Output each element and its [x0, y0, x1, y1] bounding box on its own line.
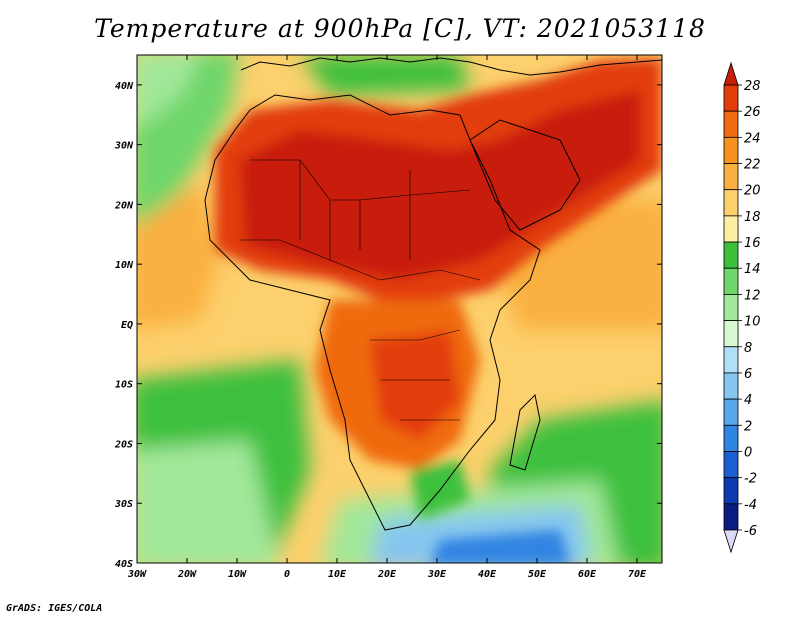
colorbar-swatch	[723, 163, 739, 191]
lon-tick-label: 0	[284, 569, 290, 580]
border-sahel-verticals	[299, 160, 411, 260]
colorbar-bottom-arrow	[723, 529, 739, 554]
lat-tick-label: 20S	[114, 439, 133, 450]
colorbar-swatch	[723, 346, 739, 374]
lat-tick-label: 40S	[115, 559, 133, 570]
lat-tick-label: 30S	[114, 499, 133, 510]
border-west-africa	[240, 239, 481, 281]
colorbar-swatch	[723, 84, 739, 112]
lat-tick-label: 40N	[115, 81, 134, 92]
colorbar-label: -2	[744, 472, 757, 487]
temperature-field	[137, 55, 662, 563]
lon-tick-label: 40E	[478, 569, 497, 580]
colorbar-swatch	[723, 215, 739, 243]
field-gulf-guinea	[137, 180, 220, 329]
colorbar-label: 0	[744, 445, 752, 460]
colorbar-label: 16	[744, 236, 761, 251]
colorbar-label: 22	[744, 158, 761, 173]
lat-tick-label: 30N	[114, 141, 134, 152]
field-mediterranean	[300, 55, 470, 95]
colorbar-label: 14	[744, 262, 761, 277]
chart-title: Temperature at 900hPa [C], VT: 202105311…	[94, 14, 706, 43]
lat-tick-label: 20N	[114, 200, 134, 211]
coastline-arabia	[469, 119, 581, 231]
field-sahara-hottest	[240, 90, 640, 280]
colorbar-swatch	[723, 477, 739, 505]
coastlines	[204, 57, 662, 531]
longitude-labels: 30W 20W 10W 0 10E 20E 30E 40E 50E 60E 70E	[127, 569, 647, 580]
field-southern-coldest	[430, 530, 570, 563]
coastline-madagascar	[509, 393, 541, 471]
colorbar-swatch	[723, 451, 739, 479]
country-borders	[240, 159, 481, 421]
lon-tick-label: 10W	[228, 569, 247, 580]
lon-tick-label: 70E	[628, 569, 647, 580]
lat-tick-label: 10N	[115, 260, 134, 271]
colorbar-label: -6	[744, 524, 757, 539]
colorbar-label: 18	[744, 210, 761, 225]
colorbar-swatch	[723, 503, 739, 531]
colorbar-swatch	[723, 424, 739, 452]
lon-tick-label: 30E	[427, 569, 447, 580]
border-sahel-north	[250, 159, 471, 201]
axis-ticks	[136, 55, 662, 564]
colorbar-swatch	[723, 398, 739, 426]
colorbar-top-arrow	[723, 61, 739, 86]
colorbar-swatch	[723, 320, 739, 348]
colorbar-swatch	[723, 136, 739, 164]
colorbar-swatch	[723, 294, 739, 321]
coastline-north	[240, 57, 662, 76]
colorbar-swatch	[723, 110, 739, 138]
colorbar-label: 4	[744, 393, 752, 408]
lon-tick-label: 20E	[377, 569, 397, 580]
lon-tick-label: 60E	[578, 569, 597, 580]
coastline-africa	[204, 94, 541, 531]
lon-tick-label: 10E	[328, 569, 347, 580]
lat-tick-label: 10S	[115, 380, 133, 391]
colorbar-label: -4	[744, 498, 757, 513]
plot-frame	[136, 54, 663, 564]
colorbar-swatch	[723, 241, 739, 269]
colorbar-swatch	[723, 267, 739, 295]
border-southern-africa	[370, 329, 461, 421]
field-south-atlantic-cool	[137, 440, 279, 563]
field-congo-zambia	[370, 330, 460, 440]
latitude-labels: 40N 30N 20N 10N EQ 10S 20S 30S 40S	[114, 81, 134, 570]
field-atlantic-north-cool	[137, 55, 199, 127]
colorbar-swatch	[723, 189, 739, 217]
lon-tick-label: 50E	[528, 569, 547, 580]
colorbar-label: 20	[744, 184, 761, 199]
lon-tick-label: 20W	[177, 569, 197, 580]
colorbar-label: 24	[744, 131, 761, 146]
colorbar-swatch	[723, 372, 739, 400]
colorbar-label: 6	[744, 367, 752, 382]
lon-tick-label: 30W	[127, 569, 147, 580]
grads-credit: GrADS: IGES/COLA	[6, 603, 103, 614]
lat-tick-label: EQ	[121, 320, 133, 331]
colorbar-label: 10	[744, 315, 761, 330]
colorbar-label: 26	[744, 105, 761, 120]
colorbar-label: 8	[744, 341, 752, 356]
colorbar-label: 28	[744, 79, 761, 94]
colorbar-label: 12	[744, 288, 761, 303]
colorbar-label: 2	[744, 419, 752, 434]
